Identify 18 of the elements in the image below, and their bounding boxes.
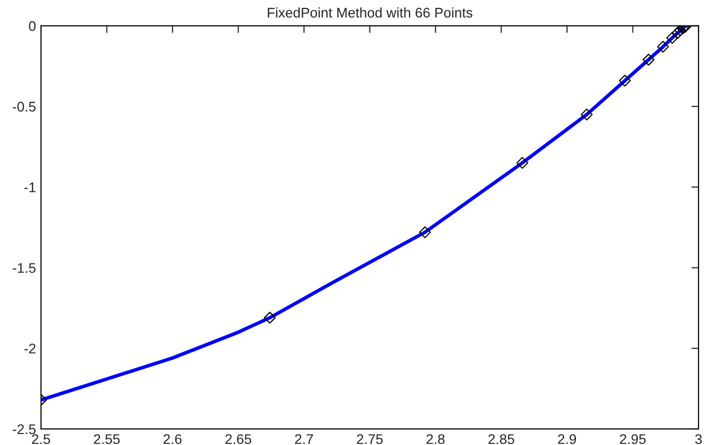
x-tick-label: 3 [695, 434, 702, 444]
y-tick-label: -1.5 [12, 263, 36, 273]
x-tick-label: 2.65 [225, 434, 252, 444]
x-tick-label: 2.6 [164, 434, 182, 444]
x-tick-label: 2.95 [620, 434, 646, 444]
chart-title: FixedPoint Method with 66 Points [268, 7, 472, 18]
x-tick-label: 2.7 [295, 434, 313, 444]
x-tick-label: 2.8 [426, 434, 445, 444]
y-tick-label: -1 [24, 182, 36, 192]
x-tick-label: 2.85 [488, 434, 514, 444]
y-tick-label: -2 [24, 344, 36, 354]
x-tick-label: 2.55 [94, 434, 120, 444]
x-tick-label: 2.9 [558, 434, 576, 444]
x-tick-label: 2.5 [32, 434, 50, 444]
y-tick-label: -0.5 [12, 102, 36, 112]
y-tick-label: -2.5 [12, 424, 36, 434]
x-tick-label: 2.75 [356, 434, 383, 444]
y-tick-label: 0 [28, 21, 36, 31]
